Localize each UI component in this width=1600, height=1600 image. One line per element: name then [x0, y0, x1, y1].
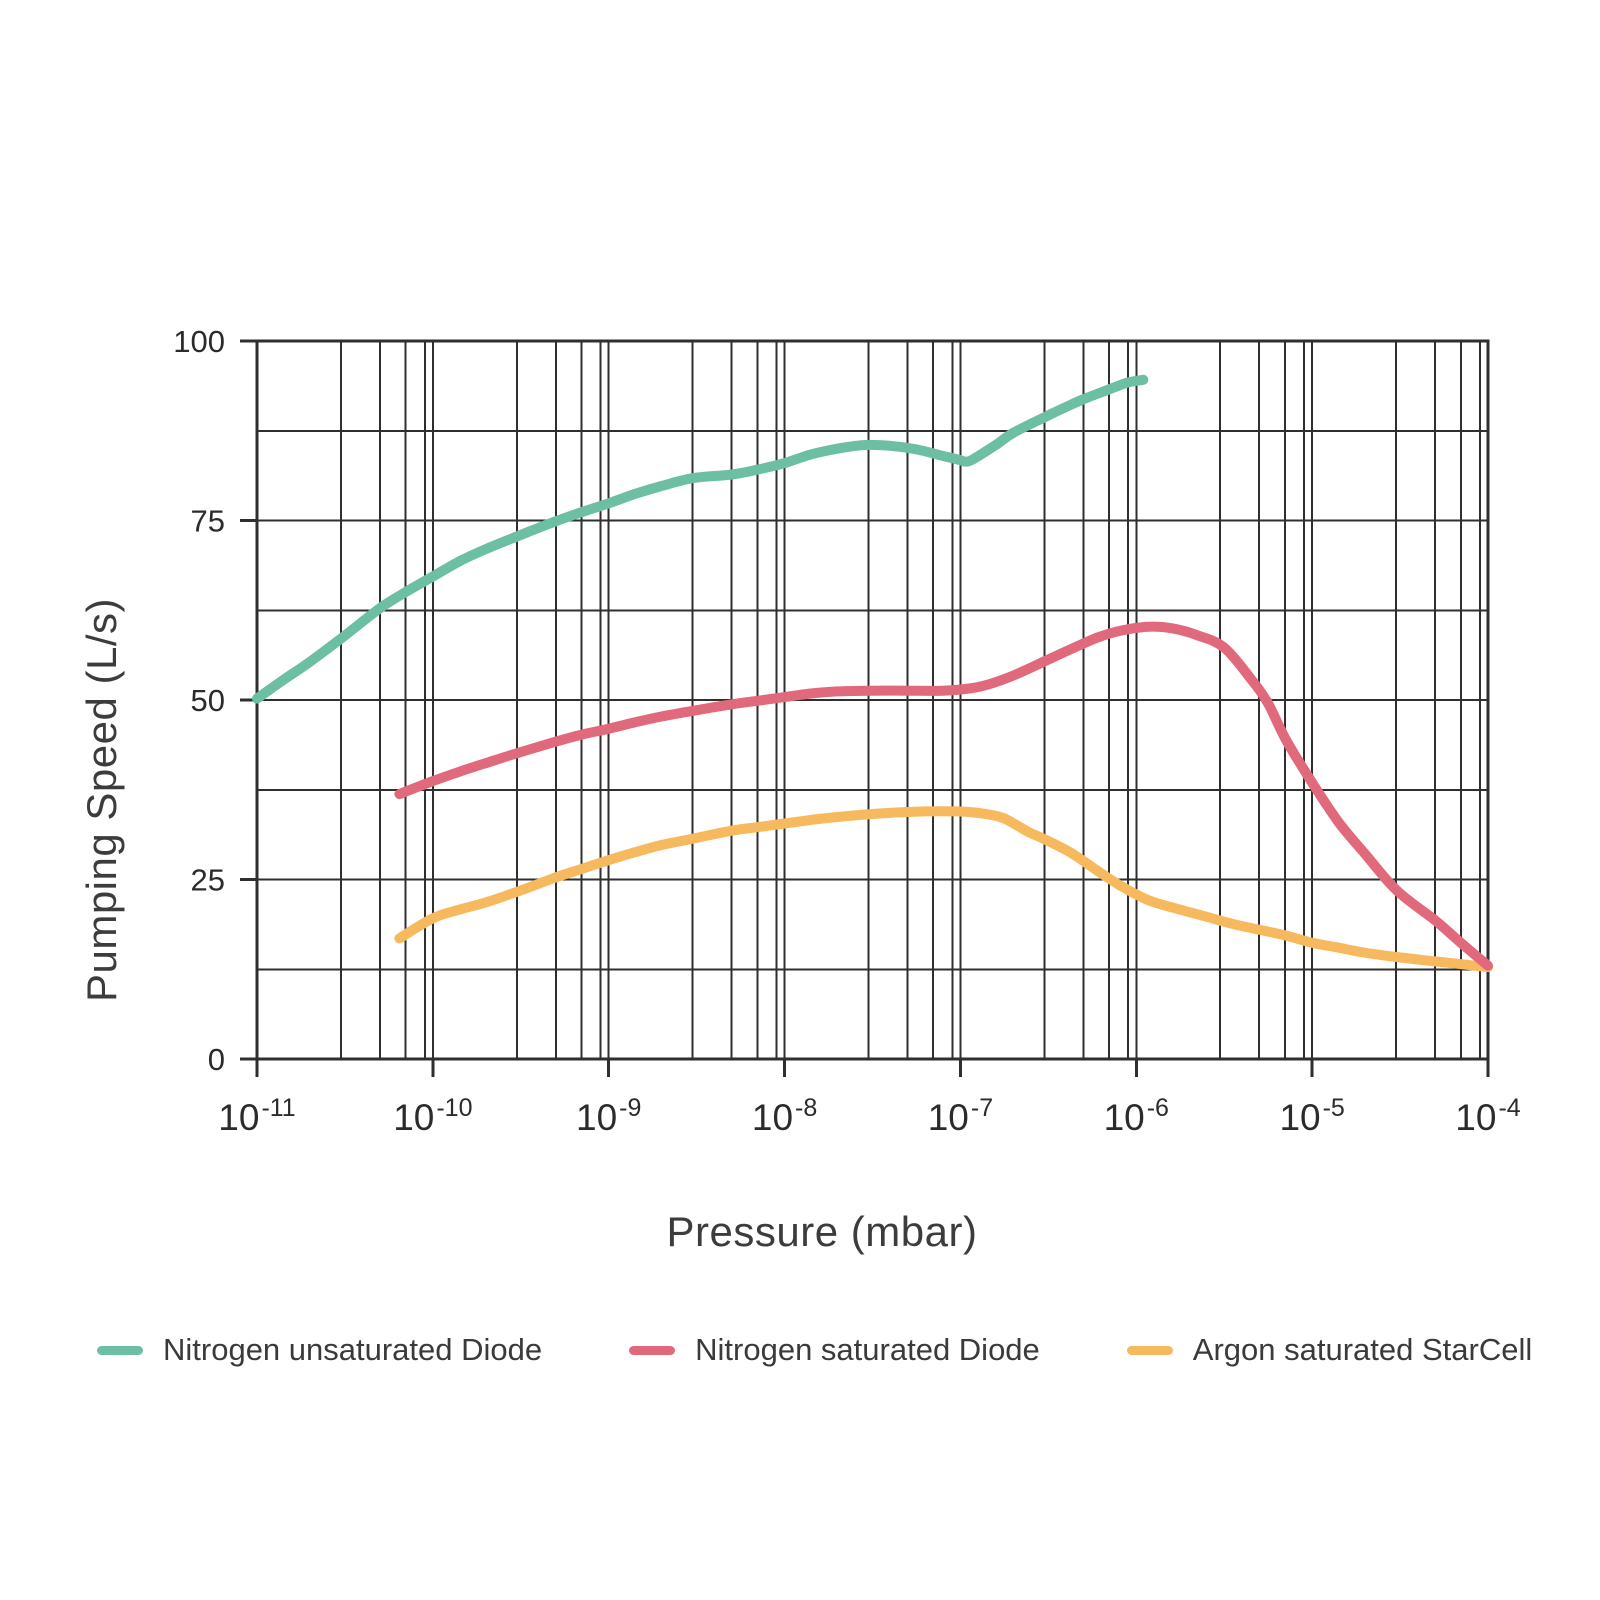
legend: Nitrogen unsaturated Diode Nitrogen satu…	[97, 1332, 1532, 1368]
legend-item-nitrogen-saturated-diode: Nitrogen saturated Diode	[629, 1332, 1040, 1368]
legend-swatch-nitrogen-unsaturated-diode	[97, 1345, 143, 1355]
svg-text:10-10: 10-10	[393, 1094, 472, 1138]
legend-item-argon-saturated-starcell: Argon saturated StarCell	[1126, 1332, 1533, 1368]
legend-label: Nitrogen unsaturated Diode	[163, 1332, 543, 1367]
svg-text:10-9: 10-9	[576, 1094, 641, 1138]
legend-item-nitrogen-unsaturated-diode: Nitrogen unsaturated Diode	[97, 1332, 542, 1368]
svg-text:50: 50	[191, 683, 225, 718]
svg-text:100: 100	[173, 324, 225, 359]
x-axis-title: Pressure (mbar)	[666, 1208, 978, 1255]
svg-text:10-11: 10-11	[218, 1094, 295, 1138]
svg-text:10-7: 10-7	[928, 1094, 993, 1138]
svg-text:10-5: 10-5	[1279, 1094, 1344, 1138]
legend-swatch-nitrogen-saturated-diode	[629, 1345, 676, 1355]
svg-text:25: 25	[191, 863, 225, 898]
y-axis-title: Pumping Speed (L/s)	[78, 597, 125, 1003]
svg-text:10-4: 10-4	[1455, 1094, 1520, 1138]
svg-text:0: 0	[208, 1042, 225, 1077]
legend-label: Nitrogen saturated Diode	[695, 1332, 1040, 1367]
svg-text:10-8: 10-8	[752, 1094, 817, 1138]
legend-label: Argon saturated StarCell	[1192, 1332, 1533, 1367]
svg-text:10-6: 10-6	[1104, 1094, 1169, 1138]
svg-text:75: 75	[191, 504, 225, 539]
legend-swatch-argon-saturated-starcell	[1126, 1345, 1173, 1355]
